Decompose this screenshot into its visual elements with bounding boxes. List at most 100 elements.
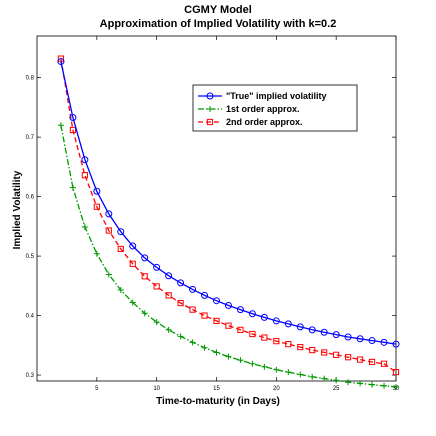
series-layer — [57, 55, 400, 390]
data-point — [224, 301, 232, 309]
data-point — [236, 306, 244, 314]
data-point — [308, 326, 316, 334]
data-point — [81, 223, 88, 230]
x-tick-label: 25 — [333, 386, 340, 392]
y-tick-label: 0.5 — [26, 254, 35, 260]
data-point — [201, 344, 208, 351]
x-tick-label: 15 — [213, 386, 220, 392]
data-point — [249, 330, 256, 338]
data-point — [189, 306, 196, 313]
data-point — [356, 335, 364, 343]
data-point — [177, 279, 185, 287]
series-line — [60, 58, 397, 373]
data-point — [345, 379, 352, 386]
data-point — [357, 356, 364, 363]
series-0 — [57, 58, 400, 348]
series-2 — [57, 55, 400, 376]
data-point — [93, 187, 101, 195]
data-point — [344, 333, 352, 341]
data-point — [369, 381, 376, 388]
data-point — [260, 313, 268, 321]
y-tick-label: 0.6 — [26, 195, 35, 201]
data-point — [57, 122, 64, 129]
data-point — [141, 273, 148, 280]
data-point — [129, 242, 137, 250]
data-point — [380, 338, 388, 346]
chart-title: CGMY Model — [184, 4, 252, 16]
data-point — [225, 353, 232, 360]
data-point — [69, 126, 77, 134]
data-point — [345, 354, 352, 361]
legend-box — [192, 84, 358, 132]
data-point — [105, 210, 113, 218]
y-tick-label: 0.3 — [26, 373, 35, 379]
data-point — [368, 337, 376, 345]
data-point — [272, 317, 280, 325]
data-point — [177, 299, 184, 307]
data-point — [273, 366, 280, 373]
data-point — [273, 338, 280, 345]
data-point — [153, 263, 161, 271]
data-point — [321, 349, 328, 356]
legend: "True" implied volatility 1st order appro… — [192, 84, 358, 132]
data-point — [141, 254, 149, 262]
data-point — [93, 203, 100, 210]
data-point — [153, 319, 160, 326]
data-point — [296, 323, 304, 331]
data-point — [93, 250, 100, 257]
x-tick-label: 20 — [273, 386, 280, 392]
series-1 — [57, 122, 399, 390]
data-point — [225, 322, 232, 329]
legend-marker — [207, 106, 213, 112]
data-point — [165, 326, 172, 333]
data-point — [57, 58, 65, 66]
data-point — [249, 360, 256, 367]
data-point — [213, 317, 220, 325]
data-point — [201, 312, 208, 319]
data-point — [117, 228, 125, 236]
data-point — [105, 227, 112, 234]
data-point — [81, 172, 88, 179]
data-point — [117, 245, 124, 253]
data-point — [309, 346, 316, 354]
data-point — [213, 349, 220, 356]
y-axis-label: Implied Volatility — [12, 170, 23, 249]
legend-label: 2nd order approx. — [226, 117, 303, 127]
legend-label: "True" implied volatility — [226, 91, 327, 101]
data-point — [381, 382, 388, 389]
data-point — [213, 297, 220, 305]
data-point — [285, 341, 292, 348]
data-point — [332, 331, 340, 339]
data-point — [129, 299, 136, 306]
data-point — [69, 184, 76, 191]
data-point — [105, 271, 112, 278]
data-point — [201, 291, 209, 299]
data-point — [368, 358, 376, 366]
chart-subtitle: Approximation of Implied Volatility with… — [100, 18, 337, 30]
data-point — [392, 368, 400, 376]
data-point — [189, 339, 196, 346]
data-point — [333, 377, 340, 384]
series-line — [60, 125, 397, 388]
data-point — [297, 371, 304, 378]
data-point — [392, 340, 400, 348]
data-point — [141, 310, 148, 317]
x-tick-label: 5 — [95, 386, 99, 392]
legend-label: 1st order approx. — [226, 104, 300, 114]
data-point — [393, 383, 399, 390]
data-point — [237, 326, 244, 333]
data-point — [320, 328, 328, 336]
data-point — [69, 113, 77, 121]
x-axis-label: Time-to-maturity (in Days) — [156, 396, 280, 407]
data-point — [165, 272, 173, 280]
y-axis: 0.3 0.4 0.5 0.6 0.7 0.8 — [26, 76, 396, 379]
data-point — [117, 286, 124, 293]
data-point — [248, 310, 256, 318]
data-point — [297, 343, 304, 351]
data-point — [153, 283, 160, 290]
data-point — [189, 285, 197, 293]
data-point — [261, 363, 268, 370]
data-point — [57, 55, 65, 62]
data-point — [284, 320, 292, 328]
